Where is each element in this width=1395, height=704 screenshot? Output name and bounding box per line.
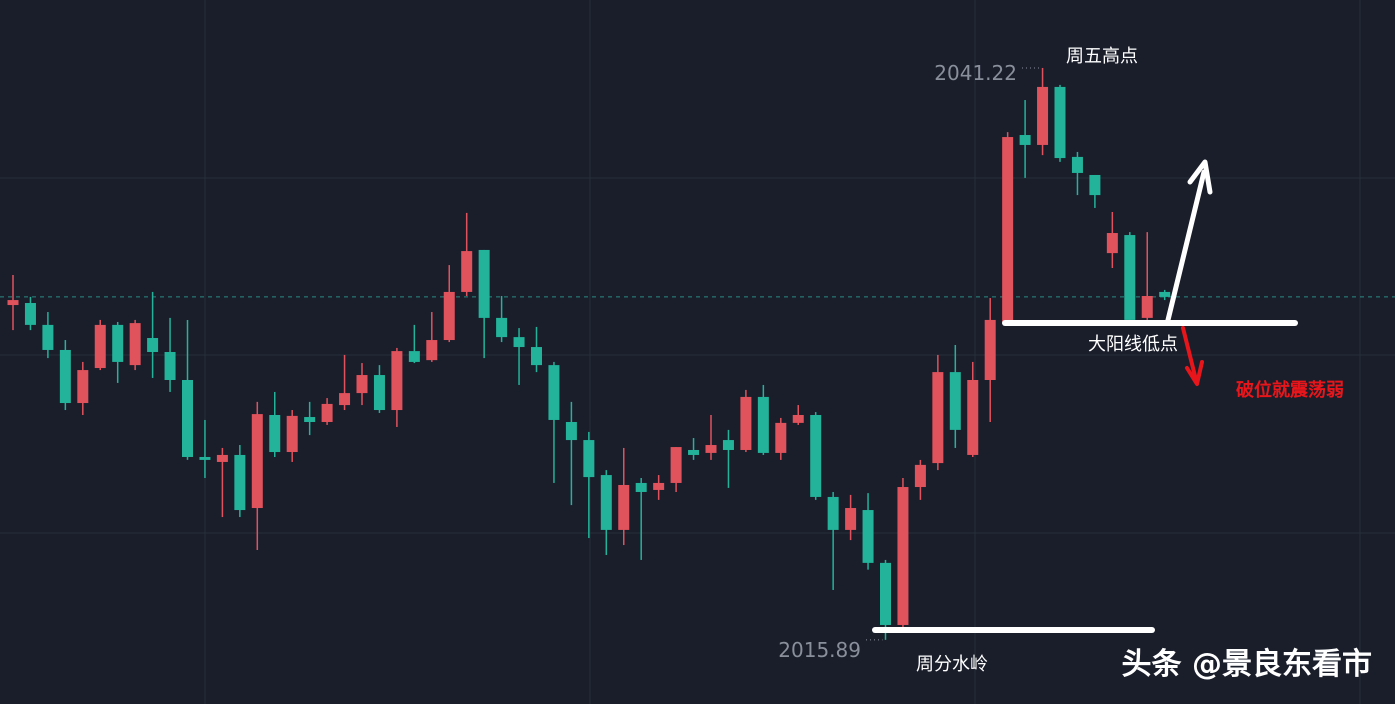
candle-body [1054,86,1066,159]
candle-body [513,337,525,348]
candle-body [845,508,857,530]
candle-body [827,496,839,530]
candle-body [94,324,106,369]
plot: 2041.22 2015.89 [0,61,1395,662]
high-price-label: 2041.22 [934,61,1017,85]
candle-body [810,414,822,497]
candle-body [949,372,961,430]
candle-body [496,317,508,338]
candle-body [548,365,560,420]
candle-body [426,340,438,361]
candle-body [775,422,787,453]
candle-body [59,349,71,404]
candle-body [705,445,717,453]
candle-body [1124,235,1136,320]
candle-body [688,449,700,455]
candle-body [757,396,769,453]
support-note: 大阳线低点 [1088,334,1178,355]
candle-body [722,440,734,450]
candle-body [42,324,54,350]
candle-body [531,347,542,366]
candle-body [234,454,246,511]
low-price-label: 2015.89 [778,638,861,662]
candle-body [269,414,281,453]
up-arrow [1165,169,1207,323]
candle-body [408,351,420,362]
down-arrow [1181,326,1198,382]
watershed-note: 周分水岭 [916,654,988,675]
high-note: 周五高点 [1066,46,1138,67]
candle-body [478,249,490,318]
candle-body [216,454,228,462]
candle-body [1071,156,1083,173]
candle-body [286,415,298,453]
candle-body [461,251,473,292]
candle-body [565,421,577,441]
candle-body [391,351,403,411]
candle-body [880,562,891,625]
candle-body [304,417,316,422]
candle-body [77,370,89,404]
candle-body [251,414,263,509]
candle-body [1002,137,1014,322]
candle-body [600,475,612,530]
candle-body [862,510,874,563]
candle-body [967,379,979,455]
candle-body [1037,86,1049,145]
candle-body [1089,174,1101,196]
candle-body [635,482,647,492]
candle-body [199,456,211,460]
candle-body [1106,233,1118,254]
candle-body [792,414,804,423]
watermark: 头条 @景良东看市 [1122,647,1372,682]
candle-body [984,319,996,380]
candle-body [129,323,141,366]
candle-body [339,393,351,406]
candle-body [356,375,368,394]
candle-body [443,291,455,341]
down-arrow-head [1185,360,1204,386]
candle-body [1019,135,1031,145]
candle-body [1159,291,1171,297]
candle-body [147,338,159,352]
candle-body [583,440,595,478]
candle-body [740,396,752,450]
candle-body [653,482,665,490]
candle-body [24,303,36,325]
candle-body [164,352,176,380]
candle-body [670,447,682,483]
break-note: 破位就震荡弱 [1236,379,1344,401]
candle-body [182,379,193,457]
candle-body [112,324,124,362]
candle-body [932,372,944,464]
candle-body [897,487,909,625]
candle-body [914,464,926,488]
candle-body [321,403,333,422]
candle-body [1141,296,1153,318]
up-arrow-head [1187,159,1213,195]
candle-body [618,484,630,530]
candle-body [373,375,385,411]
candle-body [7,300,19,306]
